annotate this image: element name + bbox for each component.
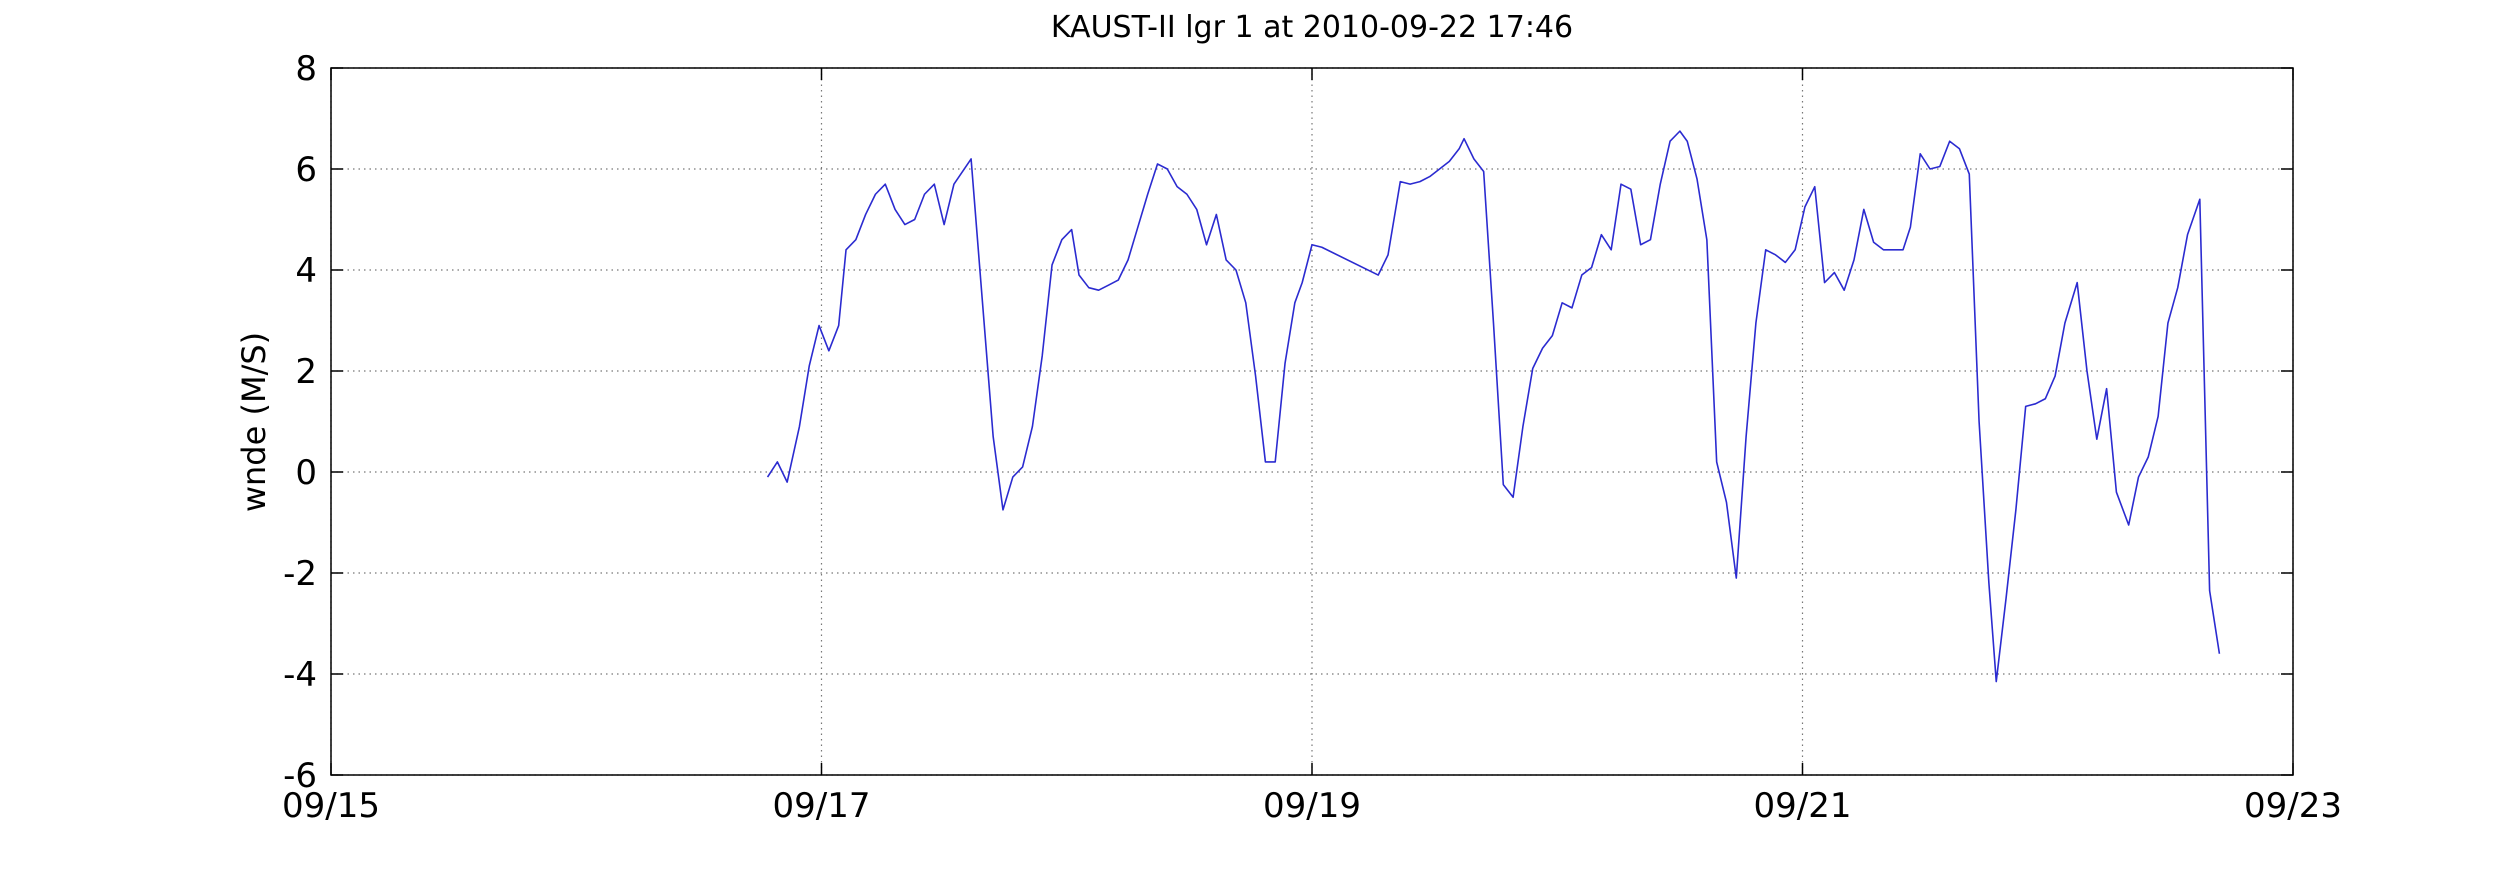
y-tick-label: -4 xyxy=(283,655,317,695)
y-tick-label: 2 xyxy=(295,352,317,392)
chart-title: KAUST-II lgr 1 at 2010-09-22 17:46 xyxy=(1051,10,1573,45)
y-tick-label: 6 xyxy=(295,150,317,190)
y-tick-label: 8 xyxy=(295,49,317,89)
y-tick-label: 0 xyxy=(295,453,317,493)
y-tick-label: -6 xyxy=(283,756,317,796)
x-tick-label: 09/15 xyxy=(282,786,380,826)
y-tick-label: -2 xyxy=(283,554,317,594)
y-tick-label: 4 xyxy=(295,251,317,291)
x-tick-label: 09/21 xyxy=(1754,786,1852,826)
x-tick-label: 09/17 xyxy=(773,786,871,826)
plot-frame xyxy=(330,67,2294,776)
y-axis-label: wnde (M/S) xyxy=(235,332,273,512)
x-tick-label: 09/19 xyxy=(1263,786,1361,826)
x-tick-label: 09/23 xyxy=(2244,786,2342,826)
data-line xyxy=(766,130,2221,683)
